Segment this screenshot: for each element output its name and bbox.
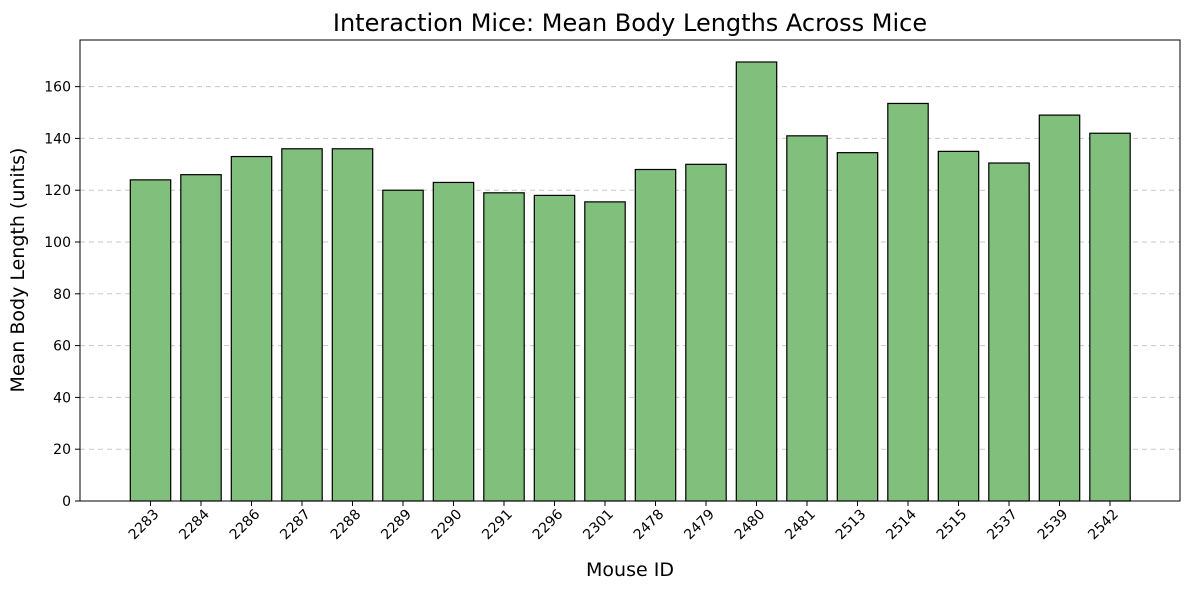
x-tick-label: 2291 — [479, 507, 516, 544]
bar-2481 — [786, 135, 828, 502]
x-axis-label: Mouse ID — [586, 559, 674, 581]
x-tick-label: 2513 — [833, 507, 870, 544]
bar-2283 — [129, 179, 172, 502]
y-tick-label: 60 — [53, 339, 71, 355]
plot-frame — [79, 39, 1181, 502]
bar-2301 — [584, 201, 626, 502]
bar-2290 — [432, 181, 475, 502]
x-tick-label: 2515 — [934, 507, 971, 544]
x-tick-label: 2537 — [984, 507, 1021, 544]
bar-2539 — [1038, 114, 1081, 502]
bar-2478 — [634, 168, 677, 502]
x-tick-label: 2288 — [328, 507, 365, 544]
x-tick-label: 2514 — [883, 506, 920, 543]
y-tick-label: 40 — [53, 390, 71, 406]
x-tick-label: 2542 — [1085, 507, 1122, 544]
x-tick-label: 2301 — [580, 507, 617, 544]
x-tick-label: 2479 — [681, 507, 718, 544]
bar-2480 — [735, 61, 778, 502]
x-tick-label: 2290 — [429, 507, 466, 544]
y-tick-label: 140 — [44, 131, 71, 147]
x-tick-label: 2478 — [631, 507, 668, 544]
x-tick-label: 2284 — [176, 506, 213, 543]
y-tick-label: 20 — [53, 442, 71, 458]
y-tick-label: 120 — [44, 183, 71, 199]
bars — [129, 61, 1131, 502]
x-tick-label: 2539 — [1035, 507, 1072, 544]
bar-2296 — [533, 194, 576, 502]
bar-2291 — [483, 192, 525, 502]
y-tick-label: 160 — [44, 80, 71, 96]
bar-2287 — [281, 148, 323, 502]
x-tick-label: 2480 — [732, 507, 769, 544]
x-axis: 2283 2284 2286 2287 2288 2289 2290 2291 2296 2301… — [126, 501, 1122, 543]
x-tick-label: 2283 — [126, 507, 163, 544]
bar-2542 — [1089, 132, 1131, 502]
y-axis-label: Mean Body Length (units) — [7, 148, 29, 393]
bar-2515 — [937, 150, 980, 502]
x-tick-label: 2481 — [782, 507, 819, 544]
bar-2537 — [988, 162, 1030, 502]
x-tick-label: 2287 — [277, 507, 314, 544]
y-axis: 0 20 40 60 80 100 120 140 160 — [44, 80, 80, 510]
bar-2284 — [180, 174, 222, 502]
x-tick-label: 2289 — [378, 507, 415, 544]
chart-title: Interaction Mice: Mean Body Lengths Acro… — [333, 9, 927, 37]
x-tick-label: 2296 — [530, 506, 567, 543]
bar-2513 — [836, 152, 879, 502]
y-tick-label: 100 — [44, 235, 71, 251]
y-tick-label: 80 — [53, 287, 71, 303]
bar-2479 — [685, 163, 727, 502]
x-tick-label: 2286 — [227, 506, 264, 543]
bar-2288 — [331, 148, 374, 502]
bar-2286 — [230, 155, 273, 502]
bar-2514 — [887, 102, 929, 502]
y-tick-label: 0 — [62, 494, 71, 510]
bar-2289 — [382, 189, 424, 502]
